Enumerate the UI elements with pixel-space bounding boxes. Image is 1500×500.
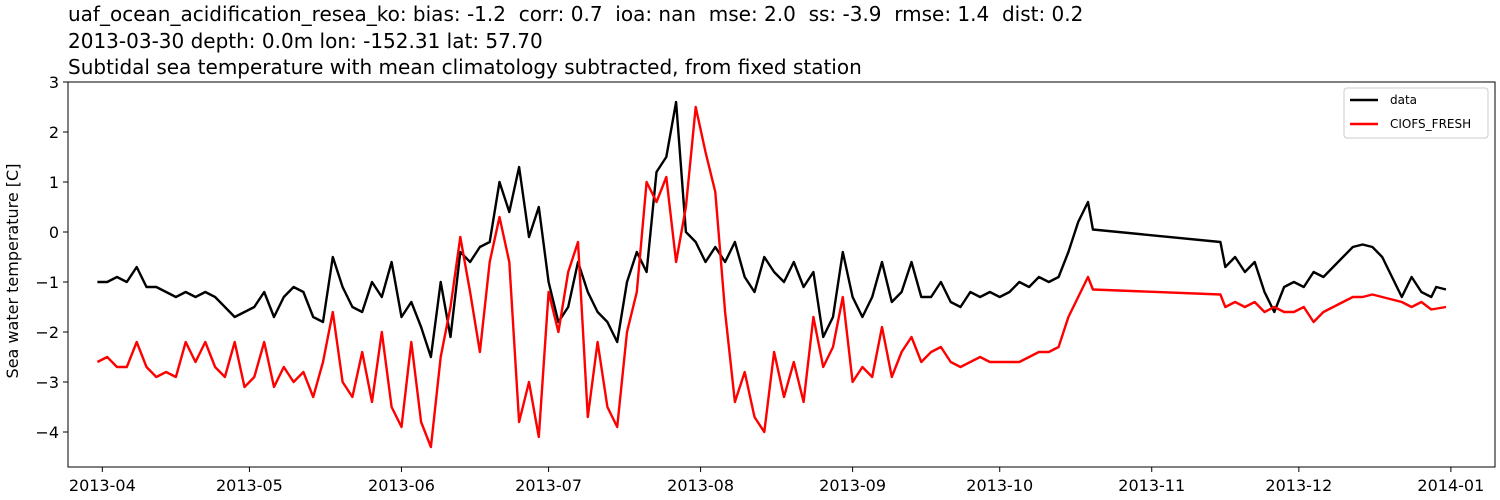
series-layer (96, 100, 1447, 449)
x-tick-label: 2013-12 (1265, 476, 1332, 495)
x-tick-label: 2014-01 (1417, 476, 1484, 495)
y-tick-label: 0 (49, 223, 59, 242)
x-tick-label: 2013-09 (819, 476, 886, 495)
y-tick-label: 2 (49, 123, 59, 142)
series-line-ciofs-fresh (96, 105, 1447, 449)
legend-label: data (1390, 93, 1417, 107)
x-tick-label: 2013-06 (368, 476, 435, 495)
x-tick-label: 2013-05 (216, 476, 283, 495)
x-tick-label: 2013-08 (667, 476, 734, 495)
legend: data CIOFS_FRESH (1343, 87, 1489, 139)
x-tick-label: 2013-10 (966, 476, 1033, 495)
x-tick-label: 2013-04 (69, 476, 136, 495)
plot-frame (67, 81, 1496, 468)
axes: 2013-04 2013-05 2013-06 2013-07 2013-08 2013-… (35, 73, 1496, 495)
x-tick-label: 2013-07 (515, 476, 582, 495)
chart-title-line-3: Subtidal sea temperature with mean clima… (68, 55, 862, 79)
chart-title-line-1: uaf_ocean_acidification_resea_ko: bias: … (68, 2, 1084, 26)
legend-label: CIOFS_FRESH (1390, 117, 1471, 131)
legend-box (1343, 87, 1489, 139)
y-axis-label: Sea water temperature [C] (3, 164, 22, 379)
x-tick-label: 2013-11 (1118, 476, 1185, 495)
series-line-data (97, 100, 1447, 359)
y-tick-label: −4 (35, 423, 59, 442)
chart-title-line-2: 2013-03-30 depth: 0.0m lon: -152.31 lat:… (68, 29, 543, 53)
y-tick-label: 3 (49, 73, 59, 92)
y-tick-label: −2 (35, 323, 59, 342)
y-tick-label: −1 (35, 273, 59, 292)
y-tick-label: −3 (35, 373, 59, 392)
y-tick-label: 1 (49, 173, 59, 192)
